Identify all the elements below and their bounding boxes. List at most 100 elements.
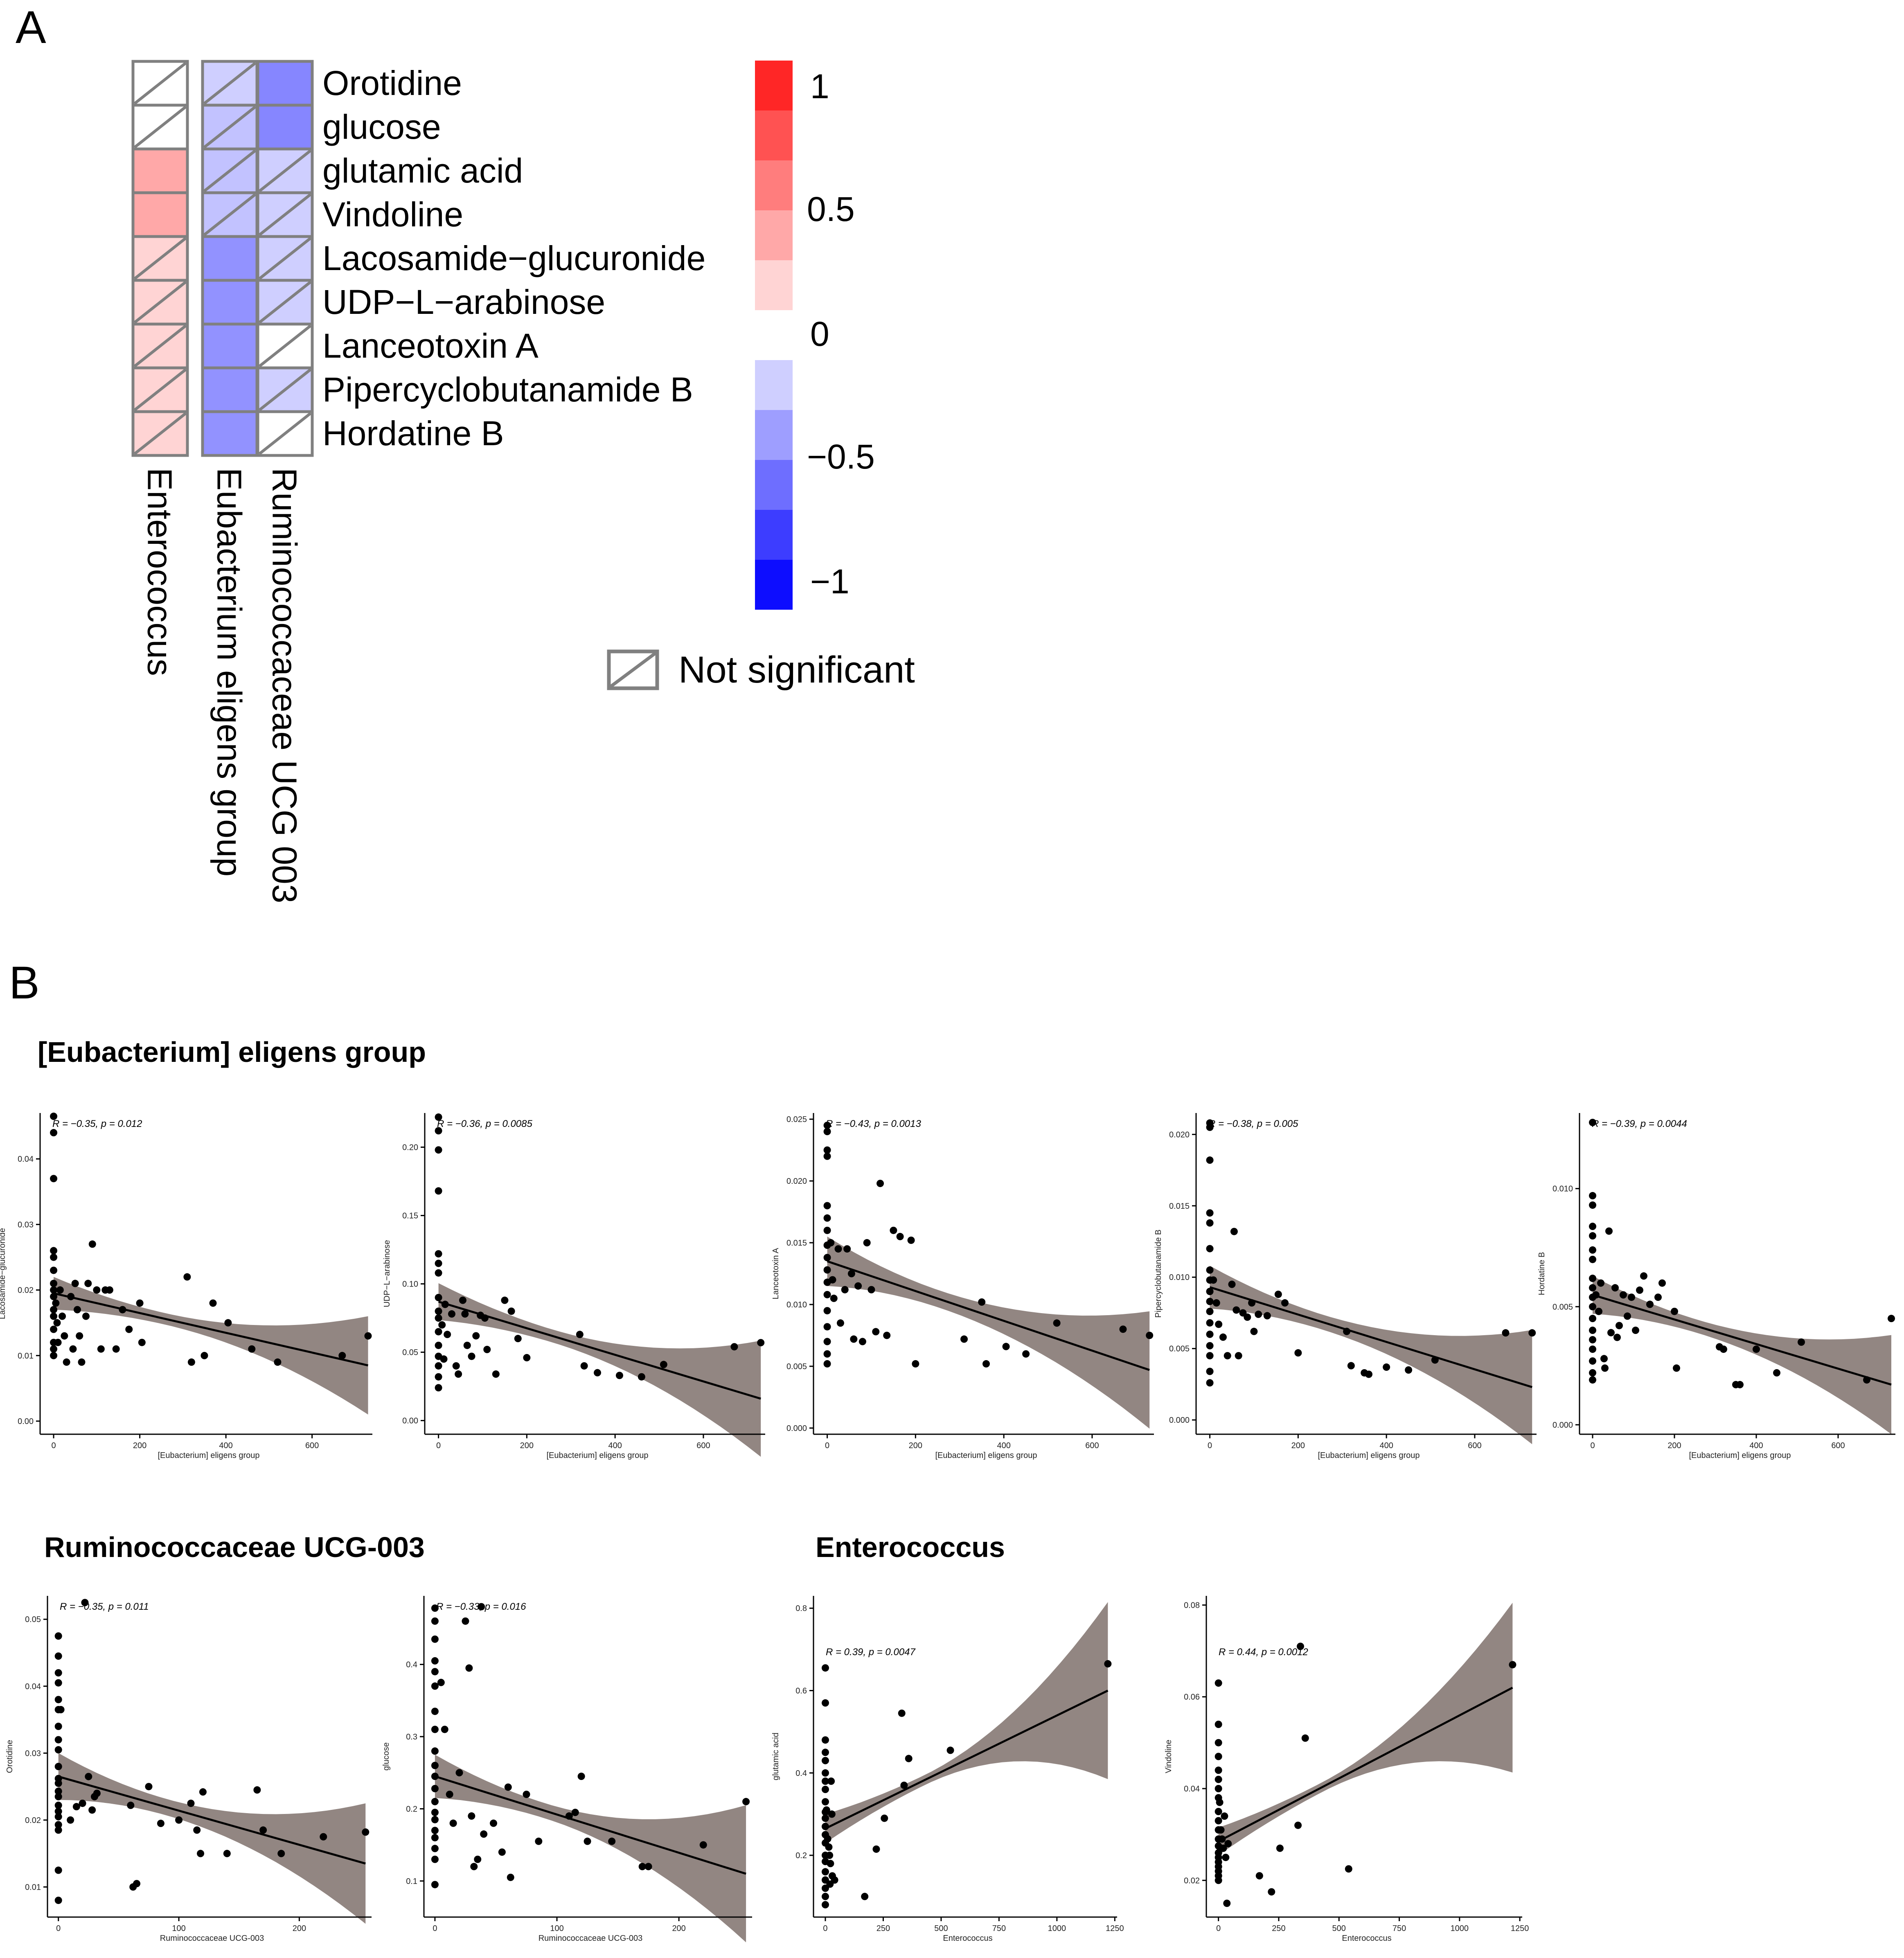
data-point (437, 1679, 445, 1686)
data-point (431, 1762, 439, 1769)
data-point (50, 1325, 58, 1333)
y-tick-label: 0.04 (18, 1155, 34, 1164)
heatmap-row-label: UDP−L−arabinose (322, 283, 605, 321)
not-significant-diagonal (258, 281, 312, 324)
data-point (834, 1245, 842, 1253)
data-point (1206, 1266, 1214, 1274)
x-tick-label: 0 (1208, 1441, 1212, 1450)
x-tick-label: 500 (934, 1924, 948, 1933)
section-title-enterococcus: Enterococcus (816, 1531, 1005, 1563)
data-point (660, 1361, 667, 1368)
data-point (84, 1280, 92, 1287)
data-point (843, 1245, 851, 1253)
regression-line (438, 1300, 761, 1400)
data-point (1636, 1286, 1643, 1294)
data-point (54, 1866, 62, 1874)
data-point (1753, 1345, 1760, 1353)
data-point (523, 1354, 531, 1361)
data-point (830, 1294, 838, 1302)
colorbar-tick-label: 1 (810, 67, 829, 106)
regression-line (1592, 1294, 1892, 1386)
data-point (1589, 1303, 1596, 1311)
data-point (757, 1339, 765, 1347)
data-point (82, 1312, 90, 1320)
data-point (1365, 1370, 1372, 1378)
data-point (1613, 1334, 1621, 1341)
not-significant-diagonal (133, 281, 187, 324)
data-point (224, 1319, 232, 1327)
y-tick-label: 0.005 (786, 1362, 807, 1371)
data-point (1218, 1835, 1226, 1843)
data-point (580, 1362, 588, 1370)
data-point (1119, 1325, 1127, 1333)
data-point (320, 1833, 327, 1841)
data-point (459, 1296, 466, 1304)
heatmap-cell (131, 147, 189, 194)
x-axis-label: [Eubacterium] eligens group (1689, 1451, 1791, 1460)
data-point (823, 1128, 831, 1136)
data-point (507, 1873, 514, 1881)
data-point (67, 1293, 75, 1300)
x-tick-label: 600 (696, 1441, 710, 1450)
data-point (480, 1830, 488, 1838)
x-tick-label: 400 (219, 1441, 232, 1450)
data-point (823, 1254, 831, 1262)
y-tick-label: 0.02 (1184, 1876, 1200, 1885)
data-point (492, 1370, 500, 1378)
data-point (823, 1226, 831, 1234)
data-point (1671, 1307, 1678, 1315)
correlation-annotation: R = −0.33, p = 0.016 (436, 1601, 526, 1612)
data-point (362, 1828, 370, 1836)
data-point (455, 1769, 463, 1777)
scatter-vindoline: 0 250 500 750 1000 1250 0.02 0.04 0.06 0.08 Entero… (1164, 1596, 1529, 1943)
data-point (1228, 1280, 1236, 1288)
regression-line (1209, 1286, 1532, 1388)
data-point (847, 1270, 855, 1278)
data-point (823, 1338, 831, 1345)
data-point (199, 1788, 207, 1796)
data-point (821, 1777, 829, 1785)
data-point (1276, 1844, 1284, 1852)
y-tick-label: 0.3 (406, 1733, 417, 1742)
data-point (831, 1876, 838, 1884)
data-point (638, 1863, 646, 1870)
data-point (1219, 1333, 1227, 1341)
x-tick-label: 200 (133, 1441, 146, 1450)
data-point (444, 1331, 451, 1338)
x-tick-label: 0 (436, 1441, 441, 1450)
x-tick-label: 200 (520, 1441, 534, 1450)
data-point (907, 1236, 915, 1244)
data-point (187, 1799, 195, 1807)
data-point (133, 1880, 141, 1888)
data-point (197, 1850, 205, 1857)
data-point (571, 1809, 579, 1816)
data-point (1268, 1888, 1275, 1896)
data-point (1216, 1798, 1224, 1806)
data-point (127, 1801, 135, 1809)
data-point (900, 1781, 908, 1789)
scatter-hordatine-b: 0 200 400 600 0.000 0.005 0.010 [Eubacterium] e… (1537, 1113, 1895, 1460)
data-point (1212, 1299, 1220, 1307)
regression-line (435, 1775, 746, 1875)
correlation-annotation: R = −0.43, p = 0.0013 (826, 1118, 922, 1129)
colorbar-block-negative (755, 360, 793, 410)
data-point (594, 1369, 601, 1377)
heatmap-cell (256, 60, 314, 107)
panel-b-label: B (9, 957, 40, 1008)
data-point (470, 1863, 478, 1870)
y-tick-label: 0.03 (18, 1220, 34, 1229)
x-tick-label: 0 (56, 1924, 61, 1933)
data-point (78, 1358, 86, 1366)
x-tick-label: 600 (1831, 1441, 1845, 1450)
section-title-eubacterium: [Eubacterium] eligens group (38, 1036, 426, 1068)
data-point (431, 1785, 439, 1792)
data-point (1215, 1817, 1222, 1825)
data-point (50, 1286, 58, 1294)
data-point (1589, 1246, 1596, 1254)
correlation-annotation: R = −0.35, p = 0.011 (60, 1601, 149, 1612)
regression-line (58, 1775, 366, 1865)
data-point (1294, 1821, 1302, 1829)
data-point (821, 1798, 829, 1806)
colorbar-tick-label: 0.5 (807, 190, 855, 228)
y-tick-label: 0.2 (795, 1851, 807, 1860)
